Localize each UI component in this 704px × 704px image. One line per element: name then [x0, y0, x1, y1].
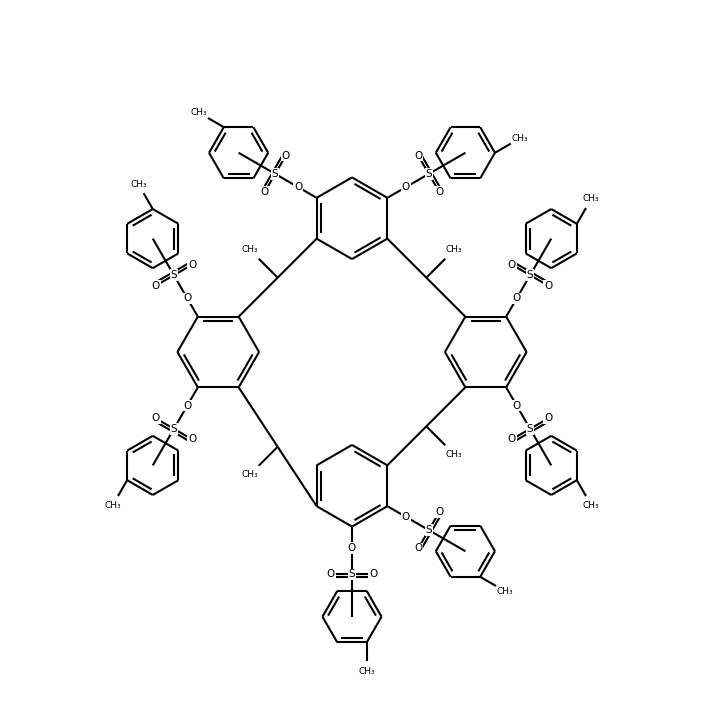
Text: CH₃: CH₃ [241, 470, 258, 479]
Text: CH₃: CH₃ [583, 194, 600, 203]
Text: O: O [188, 260, 196, 270]
Text: S: S [425, 525, 432, 535]
Text: S: S [170, 270, 177, 280]
Text: O: O [183, 401, 191, 410]
Text: CH₃: CH₃ [191, 108, 207, 118]
Text: O: O [508, 434, 516, 444]
Text: O: O [260, 187, 269, 197]
Text: O: O [414, 151, 422, 161]
Text: O: O [327, 570, 335, 579]
Text: O: O [435, 187, 444, 197]
Text: O: O [294, 182, 303, 192]
Text: O: O [282, 151, 290, 161]
Text: S: S [170, 424, 177, 434]
Text: O: O [183, 294, 191, 303]
Text: CH₃: CH₃ [358, 667, 375, 676]
Text: O: O [151, 281, 160, 291]
Text: CH₃: CH₃ [104, 501, 121, 510]
Text: O: O [435, 507, 444, 517]
Text: S: S [527, 270, 534, 280]
Text: S: S [425, 169, 432, 179]
Text: O: O [508, 260, 516, 270]
Text: O: O [513, 401, 521, 410]
Text: O: O [513, 294, 521, 303]
Text: CH₃: CH₃ [446, 450, 463, 459]
Text: CH₃: CH₃ [497, 586, 513, 596]
Text: O: O [348, 543, 356, 553]
Text: O: O [401, 182, 410, 192]
Text: O: O [188, 434, 196, 444]
Text: CH₃: CH₃ [446, 245, 463, 254]
Text: S: S [348, 570, 356, 579]
Text: O: O [151, 413, 160, 423]
Text: CH₃: CH₃ [241, 245, 258, 254]
Text: S: S [527, 424, 534, 434]
Text: CH₃: CH₃ [130, 180, 146, 189]
Text: S: S [272, 169, 279, 179]
Text: CH₃: CH₃ [512, 134, 528, 143]
Text: O: O [544, 281, 553, 291]
Text: O: O [544, 413, 553, 423]
Text: O: O [414, 543, 422, 553]
Text: O: O [401, 512, 410, 522]
Text: O: O [369, 570, 377, 579]
Text: CH₃: CH₃ [583, 501, 600, 510]
